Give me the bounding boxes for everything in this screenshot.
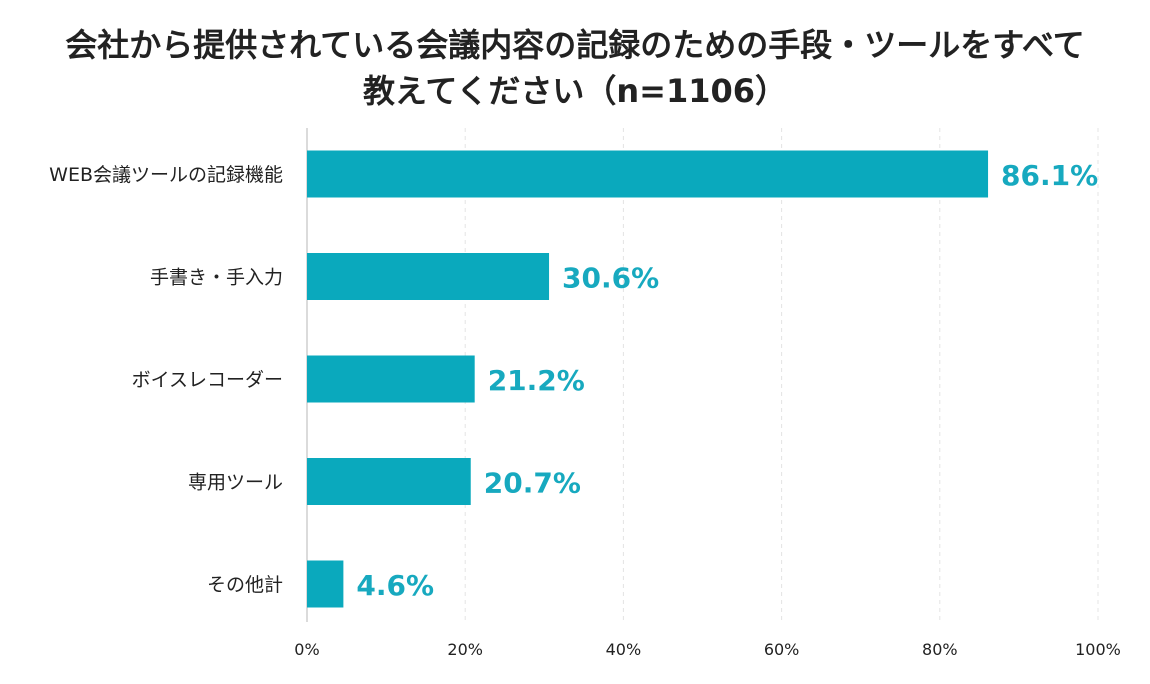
bar-0 (307, 150, 989, 198)
value-label-4: 4.6% (356, 569, 434, 602)
x-tick-label-0: 0% (294, 640, 319, 659)
x-tick-label-80: 80% (922, 640, 958, 659)
bar-3 (307, 458, 471, 505)
value-label-1: 30.6% (562, 262, 659, 295)
category-label-2: ボイスレコーダー (132, 369, 283, 391)
value-label-2: 21.2% (488, 364, 585, 397)
chart-title-line-1: 会社から提供されている会議内容の記録のための手段・ツールをすべて (65, 26, 1085, 64)
category-label-1: 手書き・手入力 (150, 267, 283, 289)
chart-title: 会社から提供されている会議内容の記録のための手段・ツールをすべて 教えてください… (0, 22, 1150, 114)
x-tick-label-40: 40% (606, 640, 642, 659)
bar-1 (307, 253, 550, 300)
bar-4 (307, 560, 344, 608)
value-label-0: 86.1% (1001, 159, 1098, 192)
x-tick-label-20: 20% (447, 640, 483, 659)
category-label-3: 専用ツール (188, 472, 283, 494)
category-label-4: その他計 (207, 574, 283, 596)
chart-title-line-2: 教えてください（n=1106） (362, 72, 788, 110)
value-label-3: 20.7% (484, 467, 581, 500)
x-tick-label-60: 60% (764, 640, 800, 659)
bar-2 (307, 355, 475, 403)
x-tick-label-100: 100% (1075, 640, 1121, 659)
category-label-0: WEB会議ツールの記録機能 (49, 164, 283, 186)
